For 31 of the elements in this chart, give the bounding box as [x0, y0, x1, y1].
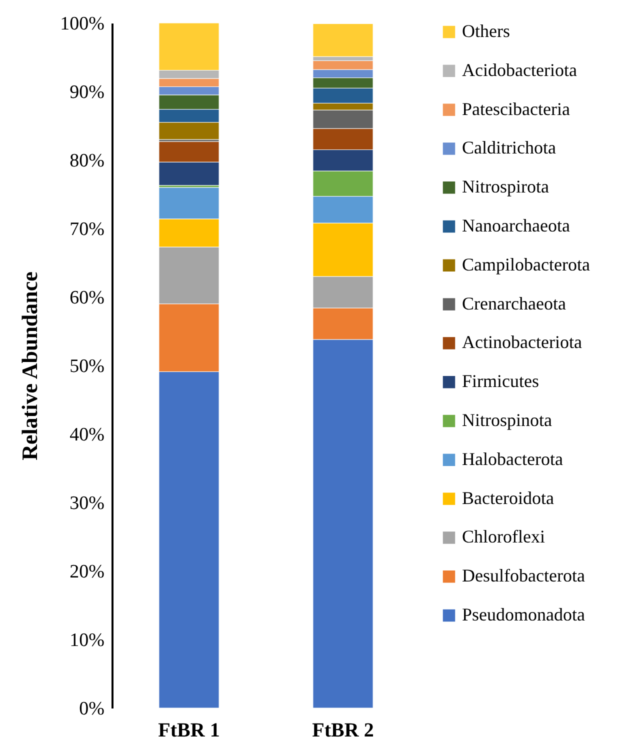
x-tick-label: FtBR 1	[158, 720, 220, 742]
legend-label: Acidobacteriota	[462, 60, 577, 80]
legend-label: Halobacterota	[462, 448, 563, 469]
y-tick-label: 30%	[70, 493, 105, 514]
legend-label: Crenarchaeota	[462, 293, 566, 314]
y-tick-label: 90%	[70, 82, 105, 103]
bar	[312, 23, 374, 57]
y-axis-title: Relative Abundance	[17, 271, 42, 460]
legend-label: Others	[462, 21, 510, 41]
legend-label: Nanoarchaeota	[462, 216, 570, 236]
y-tick-label: 100%	[60, 14, 105, 34]
y-tick-label: 70%	[70, 219, 105, 240]
legend-label: Desulfobacterota	[462, 566, 585, 586]
y-tick-label: 50%	[70, 356, 105, 377]
legend-label: Firmicutes	[462, 371, 539, 392]
x-tick-label: FtBR 2	[312, 720, 374, 742]
y-tick-label: 40%	[70, 424, 105, 446]
legend-label: Nitrospirota	[462, 176, 549, 197]
legend-label: Nitrospinota	[462, 410, 552, 430]
legend-label: Actinobacteriota	[462, 332, 582, 352]
y-tick-label: 10%	[70, 630, 105, 651]
legend-label: Chloroflexi	[462, 526, 545, 547]
y-tick-label: 80%	[70, 150, 105, 172]
legend-label: Calditrichota	[462, 138, 556, 158]
legend-label: Bacteroidota	[462, 488, 554, 508]
y-tick-label: 60%	[70, 288, 105, 308]
legend-label: Pseudomonadota	[462, 604, 585, 624]
y-tick-label: 0%	[79, 698, 105, 720]
y-tick-label: 20%	[70, 562, 105, 582]
legend-label: Campilobacterota	[462, 254, 590, 274]
legend-label: Patescibacteria	[462, 98, 570, 119]
